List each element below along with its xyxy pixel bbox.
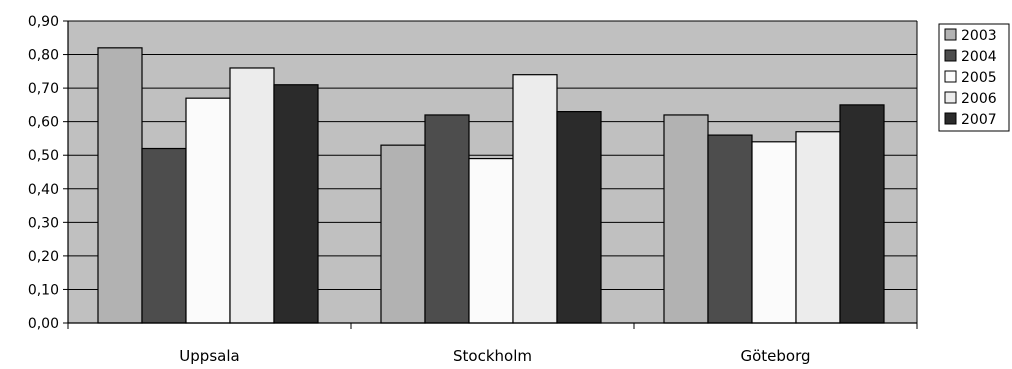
legend-swatch-2004	[944, 49, 957, 62]
x-axis-categories: Uppsala Stockholm Göteborg	[179, 347, 810, 365]
y-tick-label: 0,50	[28, 148, 59, 164]
axes	[67, 20, 918, 329]
bar-2004-göteborg	[707, 134, 753, 324]
bar-2005-göteborg	[751, 141, 797, 324]
legend-label: 2005	[961, 70, 997, 86]
y-tick-label: 0,20	[28, 249, 59, 265]
y-axis-ticks: 0,00 0,10 0,20 0,30 0,40 0,50 0,60 0,70 0,80 0,90	[28, 14, 68, 332]
bar-2004-stockholm	[424, 114, 470, 324]
y-tick-label: 0,40	[28, 182, 59, 198]
y-tick-label: 0,80	[28, 48, 59, 64]
bar-2003-göteborg	[663, 114, 709, 324]
bar-2005-uppsala	[185, 97, 231, 324]
bar-2003-stockholm	[380, 144, 426, 324]
y-tick-label: 0,00	[28, 316, 59, 332]
y-tick-label: 0,10	[28, 282, 59, 298]
x-category-label: Göteborg	[740, 347, 810, 365]
legend-label: 2004	[961, 49, 997, 65]
bar-2006-uppsala	[229, 67, 275, 324]
bar-2006-stockholm	[512, 74, 558, 324]
bar-2004-uppsala	[141, 147, 187, 324]
bar-2005-stockholm	[468, 157, 514, 324]
x-category-label: Stockholm	[453, 347, 532, 365]
y-tick-label: 0,90	[28, 14, 59, 30]
legend-swatch-2007	[944, 112, 957, 125]
legend-label: 2007	[961, 112, 997, 128]
y-tick-label: 0,30	[28, 215, 59, 231]
legend-label: 2006	[961, 91, 997, 107]
legend: 2003 2004 2005 2006 2007	[938, 23, 1010, 132]
bar-series	[97, 47, 885, 324]
x-category-label: Uppsala	[179, 347, 239, 365]
bar-2007-stockholm	[556, 110, 602, 324]
legend-swatch-2005	[944, 70, 957, 83]
bar-2007-uppsala	[273, 84, 319, 324]
y-tick-label: 0,60	[28, 115, 59, 131]
legend-swatch-2006	[944, 91, 957, 104]
bar-2003-uppsala	[97, 47, 143, 324]
y-tick-label: 0,70	[28, 81, 59, 97]
legend-swatch-2003	[944, 28, 957, 41]
bar-2006-göteborg	[795, 131, 841, 324]
legend-label: 2003	[961, 28, 997, 44]
bar-2007-göteborg	[839, 104, 885, 324]
